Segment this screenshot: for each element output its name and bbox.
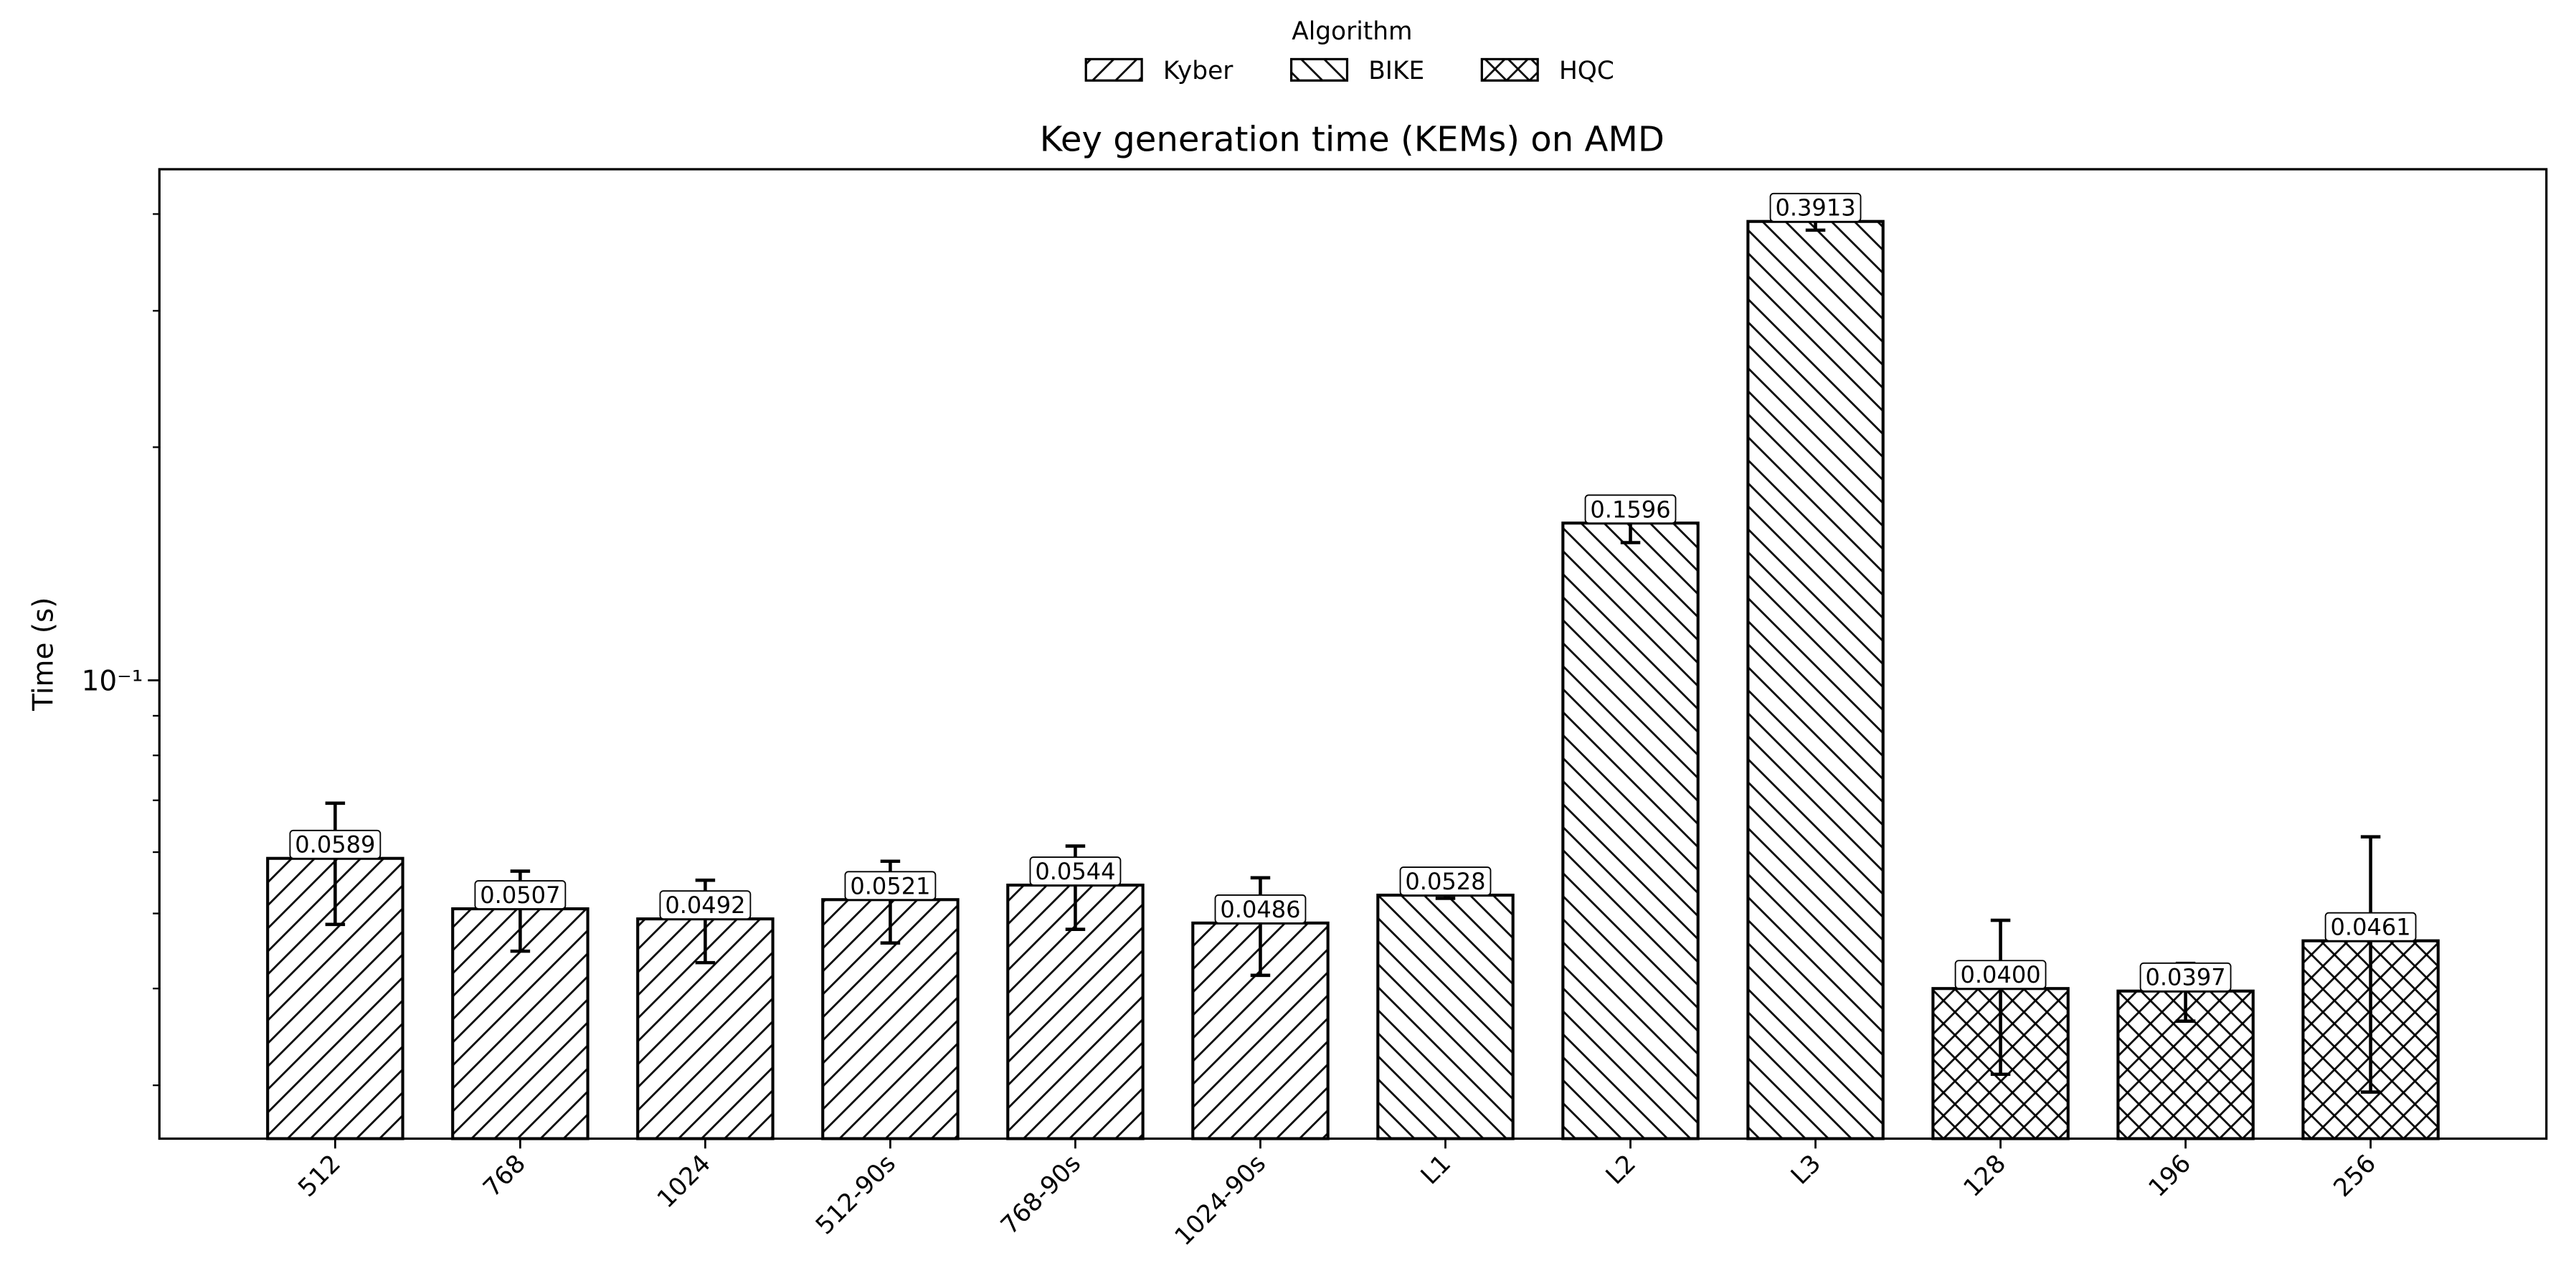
data-label-group: 0.0521 [844,871,937,901]
chart-title: Key generation time (KEMs) on AMD [1040,120,1665,160]
x-tick-label: L3 [1786,1149,1827,1190]
legend-label: BIKE [1368,57,1424,85]
x-tick-label: 512-90s [810,1149,901,1240]
data-label-box [474,880,567,909]
data-label: 0.1596 [1590,496,1670,523]
data-label-group: 0.0486 [1214,894,1307,924]
data-label-group: 0.0528 [1399,866,1492,896]
y-tick-label: 10⁻¹ [82,665,143,697]
data-label-group: 0.0461 [2324,912,2417,942]
error-bar [1250,876,1271,978]
legend-swatch [1084,57,1143,82]
data-label: 0.0528 [1405,868,1485,895]
x-tick-label: 512 [293,1149,346,1203]
data-label-group: 0.0492 [659,890,752,920]
data-label-group: 0.0589 [289,829,382,859]
legend-swatch [1289,57,1349,82]
x-tick-label: 768-90s [995,1149,1086,1240]
data-label: 0.0461 [2331,914,2411,941]
data-label: 0.0521 [850,872,930,899]
data-label: 0.0486 [1220,896,1300,923]
bar [1376,893,1515,1140]
data-label: 0.0507 [480,882,560,909]
data-label-box [1029,856,1122,886]
x-tick-label: 196 [2143,1149,2197,1203]
data-label-box [1214,894,1307,924]
data-label: 0.3913 [1775,194,1855,222]
data-label-group: 0.0397 [2139,962,2232,992]
legend-label: HQC [1559,57,1614,85]
x-tick-label: 768 [478,1149,531,1203]
error-bar [325,801,346,927]
x-tick-label: 1024 [652,1149,716,1214]
data-label: 0.0397 [2145,964,2225,991]
data-label-box [1399,866,1492,896]
data-label-box [1954,960,2047,990]
data-label-box [289,829,382,859]
data-label: 0.0492 [665,892,745,919]
data-label-group: 0.3913 [1769,192,1862,222]
error-bar [1990,918,2011,1077]
data-label-group: 0.0507 [474,880,567,909]
legend-swatch [1480,57,1539,82]
legend-label: Kyber [1163,57,1233,85]
data-label: 0.0400 [1960,961,2040,988]
data-label-box [659,890,752,920]
data-label-box [844,871,937,901]
data-label: 0.0544 [1035,858,1115,885]
x-tick-label: 128 [1958,1149,2012,1203]
error-bar [2360,835,2381,1094]
x-tick-label: L1 [1416,1149,1457,1190]
data-label: 0.0589 [295,831,375,859]
y-axis-label: Time (s) [27,597,60,712]
legend-title: Algorithm [1292,17,1412,46]
data-label-box [2324,912,2417,942]
data-label-box [1769,192,1862,222]
bar [1746,219,1885,1140]
plot-frame [158,168,2548,1140]
data-label-box [1584,494,1677,524]
x-tick-label: 256 [2328,1149,2382,1203]
data-label-group: 0.1596 [1584,494,1677,524]
bar [1561,521,1700,1140]
x-tick-label: 1024-90s [1170,1149,1272,1251]
x-tick-label: L2 [1601,1149,1642,1190]
data-label-group: 0.0400 [1954,960,2047,990]
data-label-group: 0.0544 [1029,856,1122,886]
data-label-box [2139,962,2232,992]
